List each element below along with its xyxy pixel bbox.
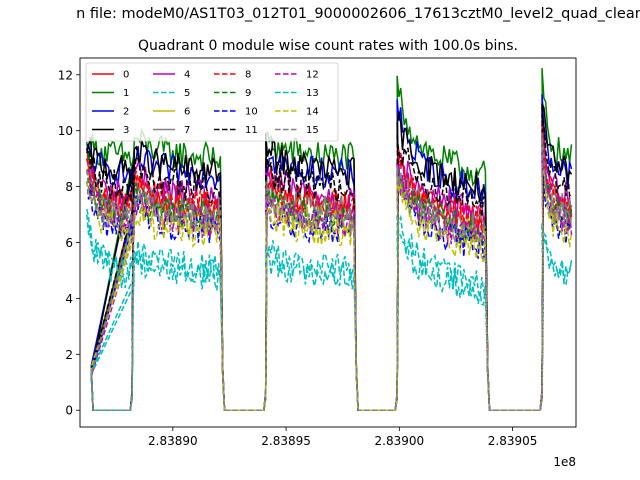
y-tick-label: 10	[58, 124, 73, 138]
legend-label: 4	[184, 70, 190, 81]
legend-label: 8	[245, 70, 251, 81]
legend-label: 10	[245, 107, 258, 118]
figure-suptitle: n file: modeM0/AS1T03_012T01_9000002606_…	[0, 6, 640, 22]
series-line-14	[86, 169, 573, 411]
x-offset-label: 1e8	[553, 455, 576, 469]
legend-label: 5	[184, 88, 190, 99]
legend-label: 15	[306, 125, 319, 136]
chart-title: Quadrant 0 module wise count rates with …	[138, 38, 518, 54]
y-tick-label: 2	[65, 348, 73, 362]
legend-label: 14	[306, 107, 319, 118]
legend-label: 2	[123, 107, 129, 118]
legend-label: 3	[123, 125, 129, 136]
x-axis: 2.83890 2.83895 2.83900 2.83905	[148, 427, 537, 448]
plot-area	[86, 68, 573, 411]
legend-label: 11	[245, 125, 258, 136]
x-tick-label: 2.83900	[375, 434, 425, 448]
legend-label: 13	[306, 88, 319, 99]
series-line-15	[86, 132, 573, 411]
x-tick-label: 2.83890	[148, 434, 198, 448]
series-line-10	[86, 149, 573, 411]
legend-label: 0	[123, 70, 129, 81]
legend-label: 12	[306, 70, 319, 81]
legend-label: 6	[184, 107, 190, 118]
series-line-5	[86, 214, 573, 411]
series-line-3	[86, 103, 573, 411]
legend-label: 9	[245, 88, 251, 99]
suptitle-text: n file: modeM0/AS1T03_012T01_9000002606_…	[76, 6, 640, 22]
legend-label: 1	[123, 88, 129, 99]
y-tick-label: 0	[65, 404, 73, 418]
y-tick-label: 8	[65, 180, 73, 194]
series-line-13	[86, 208, 573, 411]
y-tick-label: 4	[65, 292, 73, 306]
y-axis: 0 2 4 6 8 10 12	[58, 68, 80, 418]
series-line-4	[86, 129, 572, 411]
series-line-8	[86, 119, 573, 411]
legend-label: 7	[184, 125, 190, 136]
x-tick-label: 2.83895	[261, 434, 311, 448]
y-tick-label: 6	[65, 236, 73, 250]
series-line-11	[86, 114, 573, 411]
x-tick-label: 2.83905	[488, 434, 538, 448]
y-tick-label: 12	[58, 68, 73, 82]
series-line-12	[86, 151, 573, 411]
legend-box	[85, 62, 339, 142]
